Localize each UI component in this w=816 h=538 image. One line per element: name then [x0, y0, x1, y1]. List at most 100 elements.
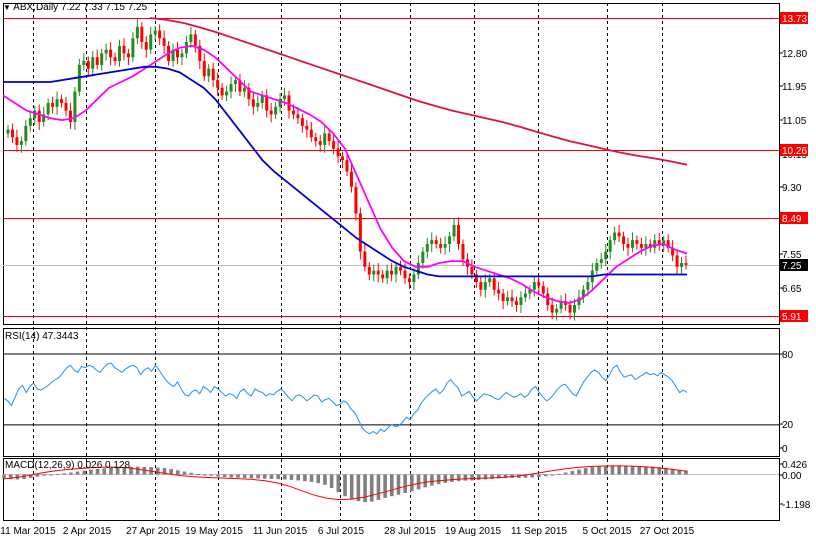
macd-histogram-bar: [69, 472, 73, 475]
macd-histogram-bar: [383, 474, 387, 498]
candle-body: [233, 80, 237, 84]
candle-body: [122, 45, 126, 54]
macd-histogram-bar: [129, 466, 133, 475]
gridlines: [33, 3, 663, 520]
candle-body: [104, 49, 108, 54]
candle-body: [256, 102, 260, 107]
candle-body: [425, 243, 429, 252]
current-price-label-box: [780, 259, 808, 271]
candle-body: [671, 247, 675, 256]
macd-histogram-bar: [450, 474, 454, 482]
date-tick-label: 28 Jul 2015: [384, 526, 436, 537]
macd-histogram-bar: [583, 468, 588, 475]
candle-body: [198, 45, 202, 62]
candle-body: [626, 243, 630, 248]
candle-body: [131, 38, 135, 58]
candle-body: [327, 133, 331, 142]
candle-body: [118, 45, 122, 62]
candle-body: [265, 95, 269, 111]
macd-histogram-bar: [657, 467, 662, 475]
candle-body: [630, 240, 634, 248]
candle-body: [95, 57, 99, 65]
candle-body: [323, 133, 327, 145]
candle-body: [46, 102, 50, 115]
candle-body: [403, 270, 407, 279]
macd-histogram-bar: [189, 472, 194, 475]
candle-body: [180, 53, 184, 58]
candle-body: [653, 240, 657, 248]
macd-histogram-bar: [470, 474, 474, 481]
macd-signal-line: [3, 465, 688, 501]
candle-body: [149, 34, 153, 50]
candle-body: [635, 240, 639, 244]
candle-body: [385, 270, 389, 279]
candle-body: [532, 282, 536, 290]
horizontal-levels: [3, 18, 779, 317]
macd-histogram-bar: [530, 474, 535, 478]
macd-histogram-bar: [550, 474, 555, 476]
date-tick-label: 19 May 2015: [185, 526, 243, 537]
candle-body: [537, 282, 541, 286]
price-level-label: 5.91: [782, 312, 802, 323]
macd-histogram-bar: [617, 465, 621, 475]
candle-body: [680, 263, 684, 267]
symbol-label: ABX,Daily: [13, 2, 59, 13]
macd-histogram-bar: [603, 465, 608, 475]
candle-body: [291, 110, 295, 115]
candle-body: [82, 61, 86, 65]
macd-histogram-bar: [577, 469, 581, 475]
candle-body: [140, 26, 144, 43]
macd-tick-label: 0.00: [782, 471, 802, 482]
macd-histogram-bar: [296, 474, 300, 481]
macd-histogram-bar: [363, 474, 367, 503]
candle-body: [501, 293, 505, 302]
dropdown-triangle-icon[interactable]: ▼: [3, 3, 11, 12]
candle-body: [358, 213, 362, 252]
rsi-tick-label: 80: [782, 350, 794, 361]
candle-body: [15, 137, 19, 145]
rsi-panel: 80 20 0: [3, 350, 794, 455]
rsi-line: [3, 362, 688, 435]
macd-histogram-bar: [49, 474, 53, 476]
moving-average-ma_mid: [3, 65, 687, 278]
macd-histogram-bar: [135, 466, 140, 475]
candle-body: [314, 137, 318, 142]
rsi-tick-label: 0: [782, 444, 788, 455]
macd-histogram-bar: [684, 470, 688, 475]
price-tick-label: 12.80: [782, 49, 807, 60]
candle-body: [144, 42, 148, 50]
candle-body: [242, 87, 246, 92]
date-tick-label: 11 Mar 2015: [0, 526, 56, 537]
candle-body: [399, 266, 403, 271]
candle-body: [6, 129, 10, 134]
candle-body: [24, 125, 28, 142]
candle-body: [296, 114, 300, 119]
macd-histogram-bar: [276, 474, 280, 480]
candle-body: [572, 304, 576, 313]
macd-histogram-bar: [456, 474, 461, 482]
candle-body: [37, 110, 41, 123]
candle-body: [189, 34, 193, 43]
macd-histogram-bar: [356, 474, 361, 502]
panel-frame-1: [3, 328, 780, 457]
macd-histogram-bar: [162, 468, 167, 475]
candle-body: [595, 263, 599, 271]
macd-histogram-bar: [262, 474, 267, 479]
candle-body: [470, 266, 474, 275]
candle-body: [202, 61, 206, 77]
date-tick-label: 19 Aug 2015: [445, 526, 502, 537]
candle-body: [407, 278, 411, 283]
macd-histogram-bar: [28, 474, 33, 478]
macd-histogram-bar: [369, 474, 374, 502]
candle-body: [220, 87, 224, 96]
macd-histogram-bar: [430, 474, 434, 486]
candle-body: [550, 304, 554, 313]
macd-histogram-bar: [523, 474, 528, 478]
macd-histogram-bar: [8, 474, 13, 480]
candle-body: [622, 236, 626, 244]
candle-body: [19, 141, 23, 145]
candle-body: [568, 304, 572, 313]
date-tick-label: 6 Jul 2015: [318, 526, 365, 537]
macd-histogram-bar: [35, 474, 40, 477]
candle-body: [229, 83, 233, 92]
